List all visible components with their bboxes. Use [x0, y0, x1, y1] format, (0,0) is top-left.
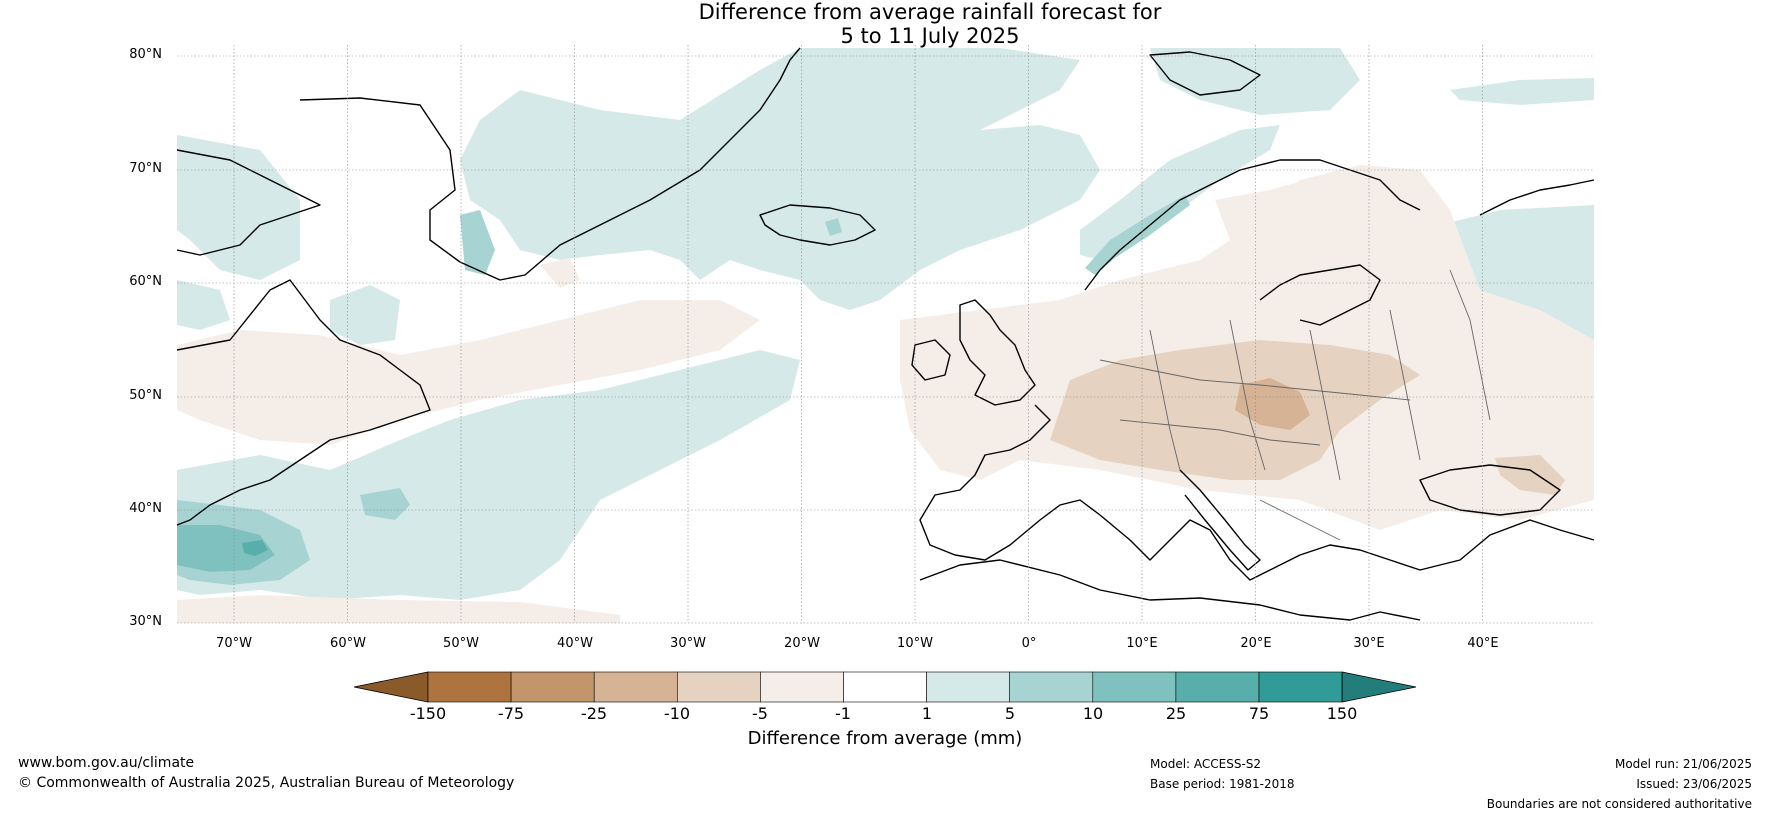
colorbar-segment	[926, 671, 1010, 703]
dry-region-europe-strong	[1235, 378, 1310, 430]
wet-region-labrador-south	[177, 280, 230, 330]
footer-disclaimer: Boundaries are not considered authoritat…	[1486, 797, 1752, 811]
colorbar-segment	[1175, 671, 1260, 703]
colorbar-segment	[1009, 671, 1094, 703]
baffin-coast	[176, 149, 321, 256]
title-line-2: 5 to 11 July 2025	[840, 24, 1020, 48]
lon-label-20e: 20°E	[1240, 636, 1272, 651]
baltic-coast	[1259, 264, 1381, 326]
colorbar-tick: 1	[921, 704, 933, 723]
lat-label-60n: 60°N	[129, 274, 162, 289]
footer-copyright: © Commonwealth of Australia 2025, Austra…	[18, 775, 515, 791]
labrador-coast	[176, 279, 431, 526]
europe-coast	[919, 404, 1595, 581]
wet-region-north-russia	[1420, 205, 1594, 340]
lat-label-30n: 30°N	[129, 614, 162, 629]
country-borders	[1099, 269, 1491, 541]
colorbar-title: Difference from average (mm)	[0, 728, 1770, 749]
map-title: Difference from average rainfall forecas…	[0, 0, 1770, 48]
anomaly-fields	[177, 48, 1594, 623]
colorbar-segment	[760, 671, 844, 703]
colorbar-tick: 75	[1248, 704, 1270, 723]
lat-label-70n: 70°N	[129, 161, 162, 176]
colorbar-segment	[427, 671, 512, 703]
italy-coast	[1179, 469, 1261, 571]
title-line-1: Difference from average rainfall forecas…	[698, 0, 1162, 24]
colorbar	[353, 671, 1417, 703]
wet-region-sw-atlantic-strong	[177, 525, 275, 572]
lon-label-30w: 30°W	[670, 636, 706, 651]
colorbar-title-text: Difference from average (mm)	[747, 728, 1023, 749]
svalbard-coast	[1149, 51, 1261, 96]
lon-label-70w: 70°W	[216, 636, 252, 651]
arctic-russia-coast	[1479, 179, 1595, 216]
colorbar-segment	[593, 671, 678, 703]
iceland-coast	[759, 204, 876, 246]
dry-region-black-sea	[1495, 455, 1565, 495]
colorbar-extend-low	[353, 671, 429, 703]
dry-region-mid-atlantic-band	[177, 300, 760, 445]
colorbar-tick: -10	[663, 704, 691, 723]
lon-label-0: 0°	[1021, 636, 1037, 651]
colorbar-extend-high	[1341, 671, 1417, 703]
colorbar-tick: 5	[1004, 704, 1016, 723]
greenland-coast	[299, 47, 801, 281]
wet-region-svalbard	[1150, 48, 1360, 115]
colorbar-tick: 25	[1165, 704, 1187, 723]
lon-label-50w: 50°W	[443, 636, 479, 651]
graticule	[177, 45, 1594, 624]
lon-label-20w: 20°W	[784, 636, 820, 651]
lon-label-10e: 10°E	[1126, 636, 1158, 651]
colorbar-tick: -25	[580, 704, 608, 723]
ireland-coast	[911, 339, 951, 381]
colorbar-tick: -150	[409, 704, 447, 723]
coastlines	[176, 47, 1595, 621]
footer-model-run: Model run: 21/06/2025	[1614, 757, 1752, 771]
lat-label-40n: 40°N	[129, 501, 162, 516]
colorbar-tick: 150	[1326, 704, 1358, 723]
north-africa-coast	[919, 559, 1421, 621]
colorbar-segment	[843, 671, 927, 703]
wet-region-east-arctic	[1450, 78, 1594, 105]
colorbar-tick: -1	[835, 704, 851, 723]
footer-issued: Issued: 23/06/2025	[1636, 777, 1752, 791]
lon-label-30e: 30°E	[1353, 636, 1385, 651]
lon-label-40w: 40°W	[557, 636, 593, 651]
dry-region-scandinavia-interior	[1215, 170, 1380, 250]
wet-region-labrador	[177, 135, 300, 280]
wet-region-greenland-patch	[460, 210, 495, 275]
colorbar-segment	[1092, 671, 1177, 703]
colorbar-tick: 10	[1082, 704, 1104, 723]
footer-url: www.bom.gov.au/climate	[18, 755, 195, 771]
dry-region-sw-corner	[177, 595, 620, 623]
colorbar-segment	[1258, 671, 1343, 703]
wet-region-mid-atlantic-patch	[360, 488, 410, 520]
colorbar-tick: -5	[752, 704, 768, 723]
black-sea-coast	[1419, 464, 1561, 516]
wet-region-iceland-patch	[825, 218, 842, 236]
footer-base-period: Base period: 1981-2018	[1150, 777, 1295, 791]
wet-region-sw-atlantic-peak	[242, 540, 268, 556]
footer-model: Model: ACCESS-S2	[1150, 757, 1262, 771]
lon-label-10w: 10°W	[897, 636, 933, 651]
lat-label-50n: 50°N	[129, 388, 162, 403]
colorbar-segment	[510, 671, 595, 703]
wet-region-north-atlantic	[460, 48, 1100, 310]
lon-label-60w: 60°W	[330, 636, 366, 651]
wet-region-west-atlantic	[177, 350, 800, 600]
norway-coast	[1084, 159, 1421, 291]
lat-label-80n: 80°N	[129, 47, 162, 62]
british-isles-coast	[959, 299, 1036, 406]
colorbar-segment	[676, 671, 761, 703]
wet-region-scandinavia	[1080, 125, 1280, 260]
colorbar-tick: -75	[497, 704, 525, 723]
dry-region-greenland-south	[540, 258, 580, 288]
lon-label-40e: 40°E	[1467, 636, 1499, 651]
